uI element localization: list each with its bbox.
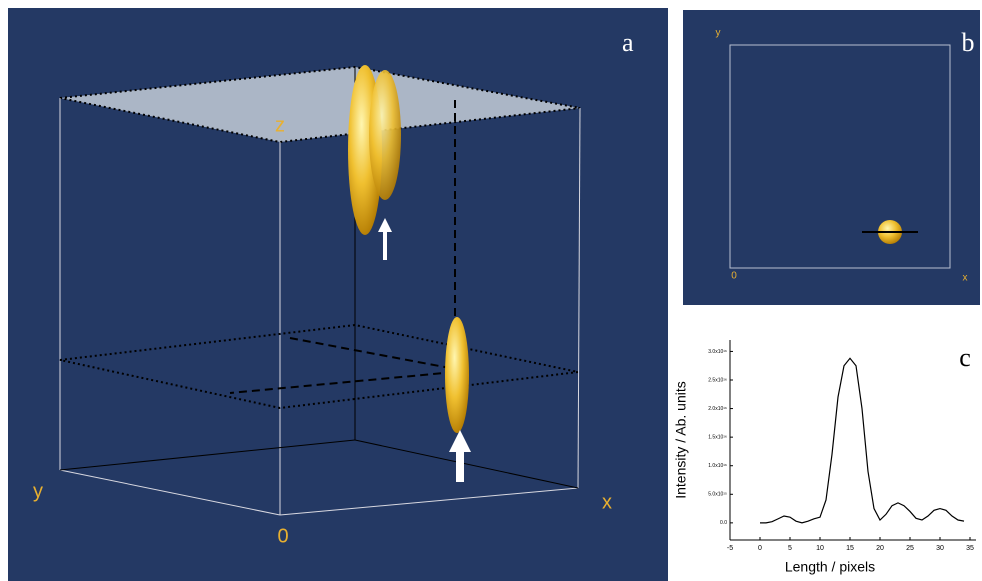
axis-label: 0 (277, 525, 288, 547)
axis-label: z (275, 114, 285, 136)
panel-label: a (622, 28, 634, 57)
panel-label: b (962, 28, 975, 57)
axis-label: 0 (731, 271, 737, 282)
arrows (378, 218, 471, 482)
x-tick-label: 20 (876, 545, 884, 552)
x-tick-label: -5 (727, 545, 733, 552)
x-tick-label: 5 (788, 545, 792, 552)
y-tick-label: 2.0x10¹⁶ (708, 406, 727, 412)
y-tick-label: 3.0x10¹⁶ (708, 349, 727, 355)
x-tick-label: 0 (758, 545, 762, 552)
x-tick-label: 10 (816, 545, 824, 552)
panel-label: c (959, 343, 971, 372)
y-tick-label: 0.0 (720, 520, 727, 526)
y-tick-label: 2.5x10¹⁶ (708, 377, 727, 383)
axis-label: y (33, 480, 43, 502)
panel-b (683, 10, 980, 305)
x-tick-label: 15 (846, 545, 854, 552)
axis-label: x (602, 491, 612, 513)
line (760, 357, 965, 524)
frame (729, 44, 951, 269)
cube (59, 65, 581, 516)
y-tick-label: 1.0x10¹⁶ (708, 463, 727, 469)
x-tick-label: 30 (936, 545, 944, 552)
x-tick-label: 25 (906, 545, 914, 552)
axis-label: y (716, 28, 721, 39)
y-tick-label: 5.0x10¹⁵ (708, 492, 727, 498)
blob (369, 70, 401, 200)
blob (445, 317, 469, 433)
y-tick-label: 1.5x10¹⁶ (708, 434, 727, 440)
x-axis-label: Length / pixels (785, 559, 875, 575)
axis-label: x (963, 273, 968, 284)
y-axis-label: Intensity / Ab. units (673, 381, 689, 499)
x-tick-label: 35 (966, 545, 974, 552)
